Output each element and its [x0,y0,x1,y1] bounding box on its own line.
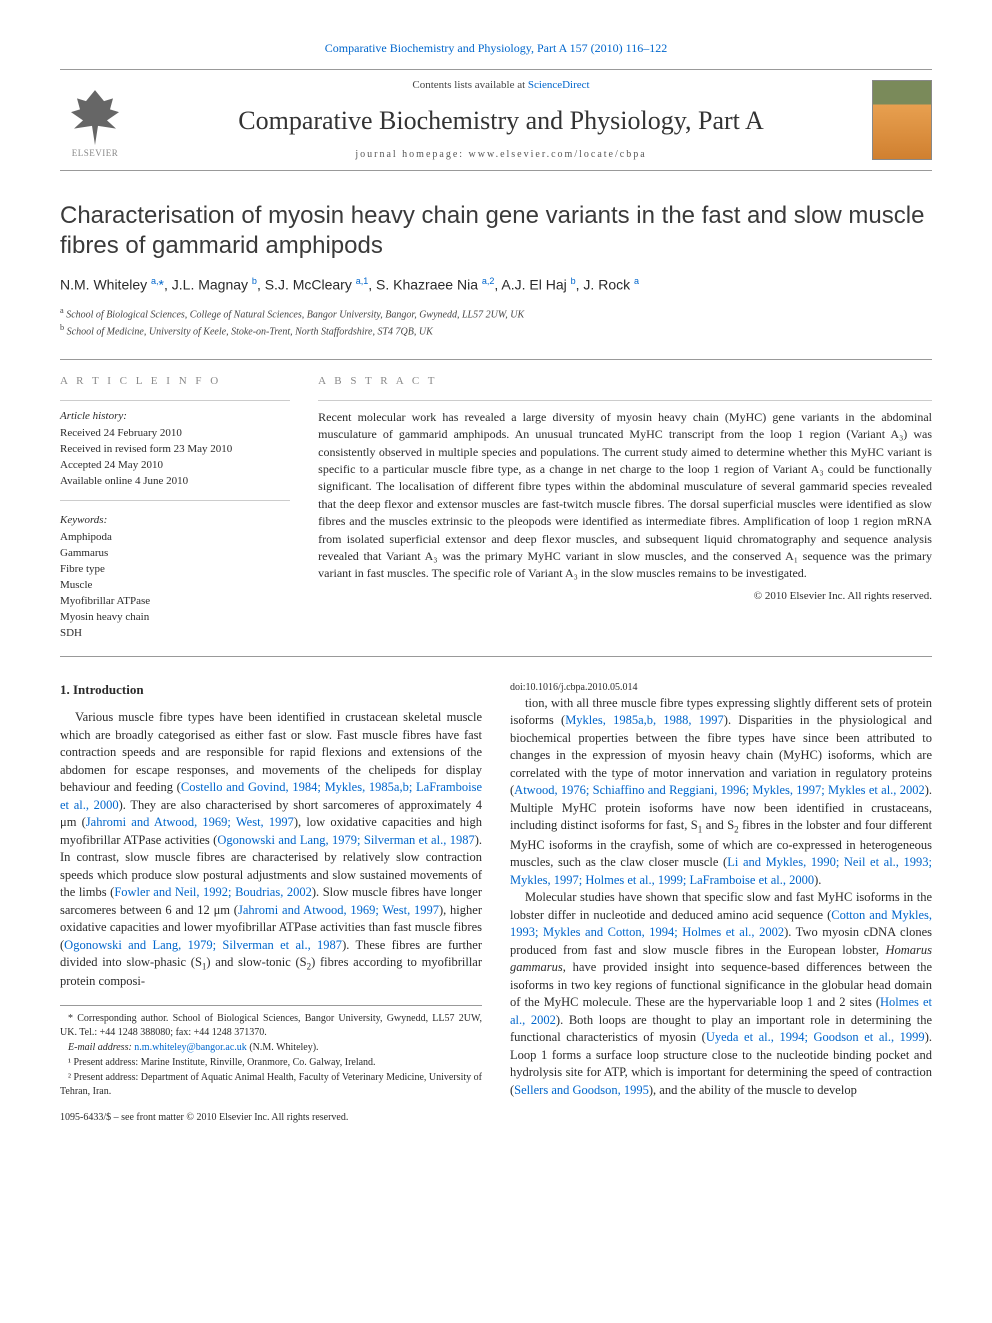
sciencedirect-link[interactable]: ScienceDirect [528,79,590,91]
abstract-box: A B S T R A C T Recent molecular work ha… [304,360,932,655]
keyword: Fibre type [60,562,290,578]
history-item: Accepted 24 May 2010 [60,458,290,474]
corresponding-author: * Corresponding author. School of Biolog… [60,1012,482,1040]
journal-citation-link[interactable]: Comparative Biochemistry and Physiology,… [60,40,932,57]
intro-para: tion, with all three muscle fibre types … [510,695,932,889]
contents-available-line: Contents lists available at ScienceDirec… [130,78,872,93]
intro-para: Molecular studies have shown that specif… [510,889,932,1099]
doi-line: doi:10.1016/j.cbpa.2010.05.014 [510,681,932,695]
keyword: Muscle [60,578,290,594]
keyword: SDH [60,626,290,642]
abstract-copyright: © 2010 Elsevier Inc. All rights reserved… [318,589,932,604]
history-head: Article history: [60,409,290,424]
history-item: Received in revised form 23 May 2010 [60,442,290,458]
affiliations: a School of Biological Sciences, College… [60,305,932,340]
elsevier-tree-icon [65,90,125,145]
article-info-label: A R T I C L E I N F O [60,374,290,389]
intro-para: Various muscle fibre types have been ide… [60,709,482,991]
email-line: E-mail address: n.m.whiteley@bangor.ac.u… [60,1041,482,1055]
footnote-1: ¹ Present address: Marine Institute, Rin… [60,1056,482,1070]
journal-name: Comparative Biochemistry and Physiology,… [130,103,872,139]
article-title: Characterisation of myosin heavy chain g… [60,201,932,261]
keywords-head: Keywords: [60,513,290,528]
article-info-abstract-row: A R T I C L E I N F O Article history: R… [60,359,932,656]
journal-header: ELSEVIER Contents lists available at Sci… [60,69,932,171]
body-columns: 1. Introduction Various muscle fibre typ… [60,681,932,1125]
abstract-text: Recent molecular work has revealed a lar… [318,409,932,583]
issn-line: 1095-6433/$ – see front matter © 2010 El… [60,1111,482,1125]
footnote-2: ² Present address: Department of Aquatic… [60,1071,482,1099]
email-link[interactable]: n.m.whiteley@bangor.ac.uk [134,1042,247,1053]
keyword: Gammarus [60,546,290,562]
history-item: Available online 4 June 2010 [60,474,290,490]
elsevier-logo: ELSEVIER [60,80,130,160]
history-item: Received 24 February 2010 [60,426,290,442]
author-list: N.M. Whiteley a,*, J.L. Magnay b, S.J. M… [60,275,932,295]
journal-homepage: journal homepage: www.elsevier.com/locat… [130,148,872,162]
journal-cover-thumb [872,80,932,160]
abstract-label: A B S T R A C T [318,374,932,389]
article-info-box: A R T I C L E I N F O Article history: R… [60,360,304,655]
keyword: Myosin heavy chain [60,610,290,626]
footnotes: * Corresponding author. School of Biolog… [60,1005,482,1099]
keyword: Amphipoda [60,530,290,546]
intro-heading: 1. Introduction [60,681,482,699]
keyword: Myofibrillar ATPase [60,594,290,610]
elsevier-label: ELSEVIER [72,147,119,160]
